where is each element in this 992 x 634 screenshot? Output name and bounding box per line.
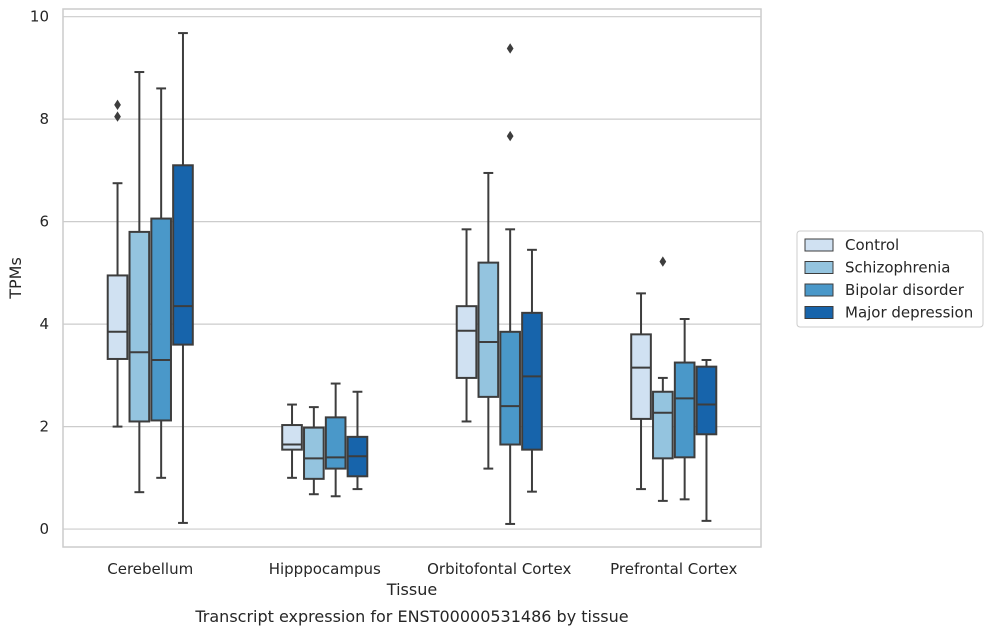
box-iqr bbox=[499, 330, 521, 446]
box-schizophrenia bbox=[128, 71, 151, 494]
y-tick-label: 6 bbox=[39, 213, 49, 231]
y-tick-label: 4 bbox=[39, 315, 49, 333]
box-iqr bbox=[521, 311, 543, 451]
box-bipolar-disorder bbox=[499, 43, 521, 525]
outlier-point bbox=[659, 256, 667, 267]
box-schizophrenia bbox=[477, 171, 500, 470]
box-iqr bbox=[652, 390, 674, 460]
box-iqr bbox=[324, 416, 347, 470]
legend-swatch bbox=[804, 283, 834, 297]
box-iqr bbox=[281, 424, 303, 451]
outlier-point bbox=[114, 99, 121, 110]
y-tick-label: 0 bbox=[39, 520, 49, 538]
legend-label: Schizophrenia bbox=[845, 259, 950, 277]
legend: Control Schizophrenia Bipolar disorder Majo… bbox=[796, 230, 984, 328]
box-iqr bbox=[150, 217, 172, 422]
box-iqr bbox=[477, 261, 500, 398]
legend-frame bbox=[796, 230, 984, 328]
box-schizophrenia bbox=[652, 256, 674, 502]
legend-label: Bipolar disorder bbox=[845, 281, 965, 299]
box-major-depression bbox=[172, 32, 194, 524]
outlier-point bbox=[506, 43, 514, 54]
x-axis-label: Tissue bbox=[386, 580, 437, 599]
legend-swatch bbox=[804, 306, 834, 319]
box-iqr bbox=[630, 333, 652, 420]
box-bipolar-disorder bbox=[673, 317, 696, 501]
legend-label: Control bbox=[845, 236, 899, 254]
box-control bbox=[281, 403, 303, 479]
box-iqr bbox=[128, 230, 151, 423]
y-tick-labels: 0 2 4 6 8 10 bbox=[30, 8, 49, 538]
box-iqr bbox=[106, 274, 129, 360]
x-tick-label: Orbitofontal Cortex bbox=[427, 560, 571, 578]
chart-caption: Transcript expression for ENST0000053148… bbox=[194, 607, 628, 626]
x-tick-labels: Cerebellum Hipppocampus Orbitofontal Corte… bbox=[107, 560, 737, 578]
box-bipolar-disorder bbox=[324, 382, 347, 498]
y-tick-label: 8 bbox=[39, 110, 49, 128]
box-control bbox=[630, 292, 652, 491]
y-axis-label: TPMs bbox=[6, 257, 25, 300]
box-major-depression bbox=[521, 248, 543, 493]
box-bipolar-disorder bbox=[150, 87, 172, 479]
y-tick-label: 2 bbox=[39, 418, 49, 436]
box-schizophrenia bbox=[303, 406, 325, 496]
box-iqr bbox=[695, 365, 718, 436]
box-iqr bbox=[172, 164, 194, 346]
x-tick-label: Prefrontal Cortex bbox=[610, 560, 737, 578]
box-control bbox=[455, 228, 478, 423]
plot-frame bbox=[62, 8, 762, 548]
outlier-point bbox=[506, 130, 514, 142]
box-iqr bbox=[455, 305, 478, 379]
x-tick-label: Cerebellum bbox=[107, 560, 193, 578]
legend-label: Major depression bbox=[845, 304, 973, 322]
box-iqr bbox=[303, 426, 325, 480]
box-major-depression bbox=[346, 390, 369, 491]
outlier-point bbox=[114, 111, 121, 122]
x-tick-label: Hipppocampus bbox=[269, 560, 381, 578]
box-iqr bbox=[673, 361, 696, 459]
boxes bbox=[106, 32, 718, 525]
box-control bbox=[106, 99, 129, 428]
box-major-depression bbox=[695, 358, 718, 522]
y-tick-label: 10 bbox=[30, 8, 49, 26]
legend-swatch bbox=[804, 261, 834, 274]
legend-swatch bbox=[804, 238, 834, 252]
